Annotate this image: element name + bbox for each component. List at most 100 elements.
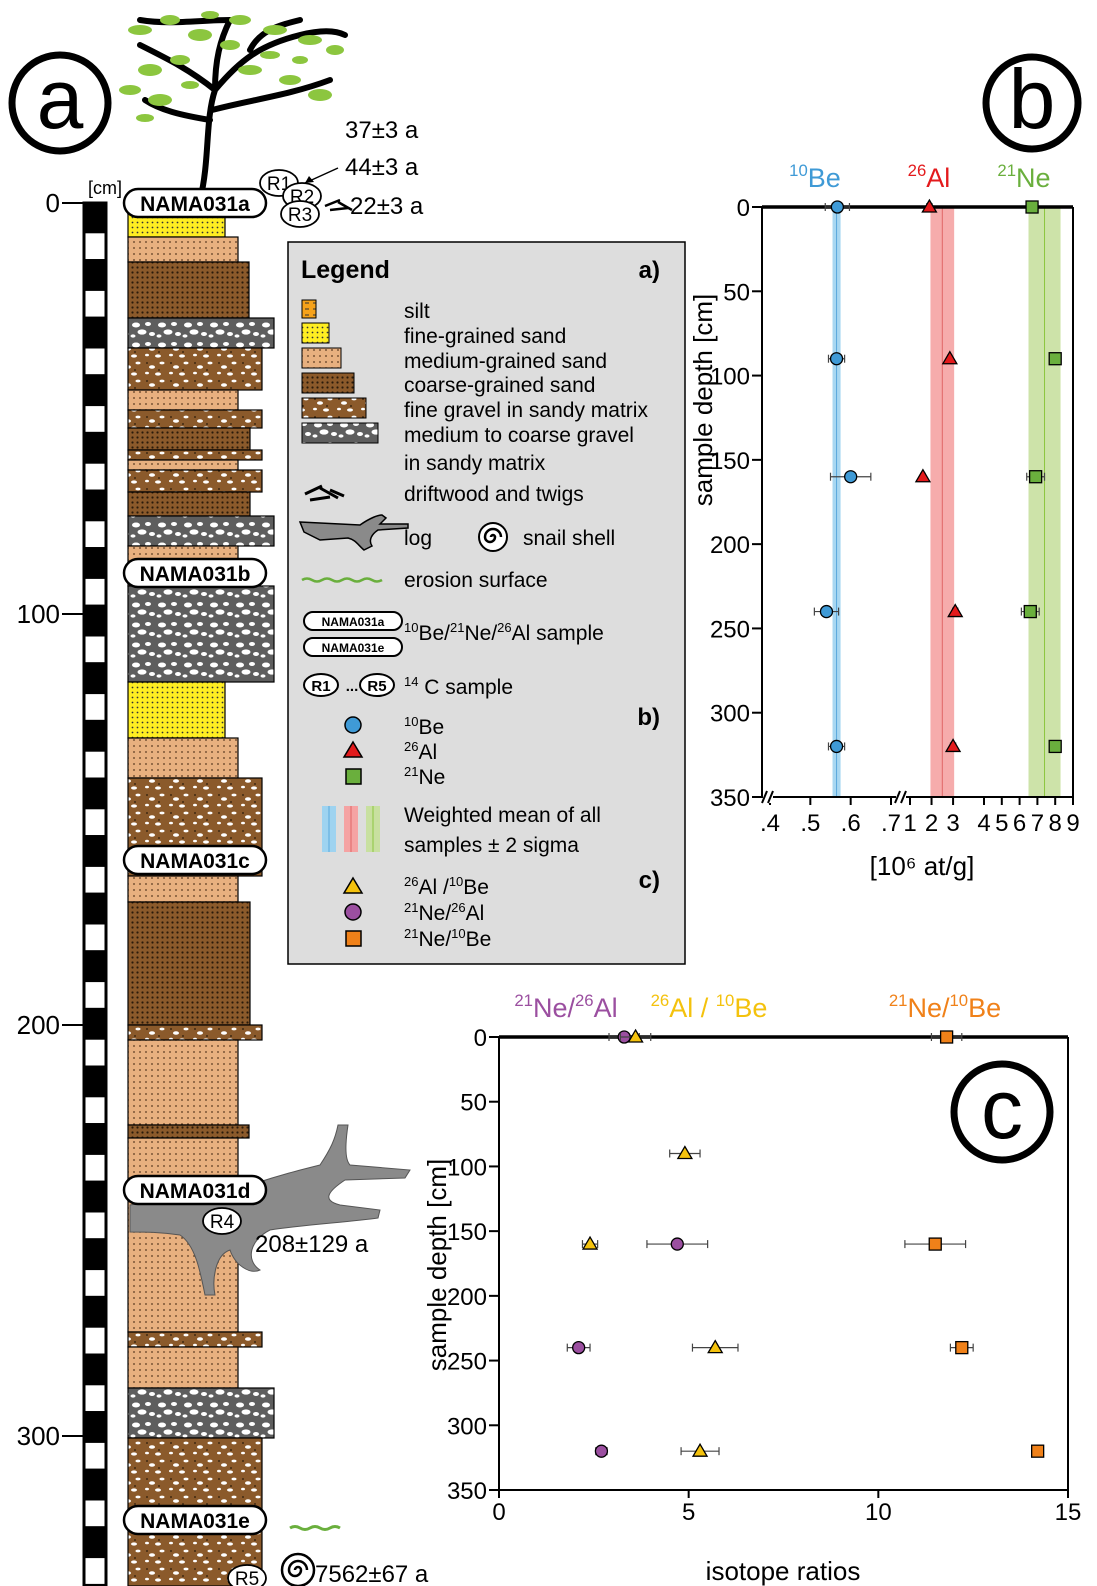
- depth-scale-segment: [82, 460, 108, 493]
- sample-label-text: NAMA031e: [140, 1510, 250, 1533]
- legend-fine-sand: fine-grained sand: [404, 325, 566, 348]
- x-tick-label-b: .5: [800, 810, 820, 837]
- depth-scale-segment: [82, 230, 108, 263]
- panel-b-letter: b: [1009, 52, 1056, 146]
- point-ne-al: [670, 1237, 684, 1251]
- legend-c14-note: 14 C sample: [404, 674, 513, 699]
- legend-mean-line1: Weighted mean of all: [404, 804, 601, 827]
- sediment-layer: [127, 777, 263, 851]
- legend-c14-range-start: R1: [311, 678, 330, 695]
- point-ne: [1025, 200, 1039, 214]
- depth-unit-label: [cm]: [88, 178, 122, 198]
- depth-scale-segment: [82, 1094, 108, 1127]
- depth-tick-label: 0: [46, 188, 60, 218]
- point-al: [921, 198, 938, 213]
- depth-scale-segment: [82, 662, 108, 695]
- point-be: [830, 200, 845, 214]
- y-break-b-gap: [763, 791, 773, 803]
- depth-scale-segment: [82, 1295, 108, 1328]
- point-al: [941, 350, 958, 365]
- depth-scale-segment: [82, 1036, 108, 1069]
- legend-al: 26Al: [404, 739, 437, 764]
- driftwood-icon: [324, 198, 353, 212]
- x-tick-label-b: .7: [881, 810, 901, 837]
- legend-sandy-matrix: in sandy matrix: [404, 452, 546, 475]
- erosion-surface-icon: [289, 1525, 341, 1531]
- point-be: [844, 470, 858, 484]
- point-ne: [1048, 739, 1062, 754]
- legend-be-marker: [344, 716, 362, 734]
- y-tick-label-c: 200: [447, 1284, 487, 1311]
- y-tick-label-c: 350: [447, 1478, 487, 1505]
- legend-al-marker: [342, 740, 364, 758]
- legend-neal-marker: [344, 903, 362, 921]
- sediment-layer: [127, 449, 263, 461]
- depth-scale-segment: [82, 547, 108, 579]
- y-tick-label-c: 300: [447, 1413, 487, 1440]
- point-ne-al: [594, 1444, 609, 1458]
- legend-neal: 21Ne/26Al: [404, 900, 484, 925]
- stratigraphic-column-panel: a [cm] 0 100 200 300: [8, 11, 429, 1586]
- depth-tick-label: 100: [17, 599, 60, 629]
- sediment-layer: [127, 317, 275, 349]
- legend-c14-range-end: R5: [367, 678, 386, 695]
- point-ne-al: [572, 1340, 586, 1355]
- series-header-be: 10Be: [789, 161, 841, 193]
- series-header-c: 21Ne/10Be: [889, 991, 1001, 1023]
- panel-a-marker: [8, 51, 112, 155]
- x-break-b-gap: [896, 791, 906, 803]
- depth-scale-segment: [82, 1180, 108, 1213]
- x-tick-label-b: 7: [1031, 810, 1044, 837]
- legend-erosion: erosion surface: [404, 569, 548, 592]
- depth-scale-segment: [82, 777, 108, 810]
- point-al-be: [707, 1339, 724, 1354]
- depth-scale-segment: [82, 1411, 108, 1443]
- sample-label-text: NAMA031b: [140, 563, 251, 586]
- legend-sample-range-dots: ...: [348, 629, 358, 643]
- depth-scale-segment: [82, 1439, 108, 1472]
- sediment-layer: [127, 1039, 239, 1126]
- chart-panel-b: b 0 50 100 150 200 250 300 350 .4 .5 .6 .7 1 2 3 4 5 6 7 8 9…: [688, 52, 1082, 881]
- depth-scale-segment: [82, 863, 108, 896]
- depth-scale-segment: [82, 633, 108, 666]
- x-tick-label-c: 5: [682, 1499, 695, 1526]
- point-al-be: [581, 1235, 599, 1250]
- legend-mean-line2: samples ± 2 sigma: [404, 834, 579, 857]
- x-tick-label-b: 4: [977, 810, 990, 837]
- radiocarbon-marker-badge: [227, 1564, 267, 1586]
- legend-nebe: 21Ne/10Be: [404, 926, 491, 951]
- depth-scale-segment: [82, 691, 108, 723]
- sediment-layer: [127, 389, 239, 411]
- legend-ne-marker: [345, 768, 362, 785]
- y-tick-label-b: 100: [710, 364, 750, 391]
- y-tick-label-c: 100: [447, 1154, 487, 1181]
- radiocarbon-marker-text: R4: [210, 1212, 235, 1233]
- depth-scale-segment: [82, 806, 108, 839]
- legend-section-a: a): [639, 257, 660, 284]
- y-tick-label-c: 50: [460, 1090, 487, 1117]
- legend-title: Legend: [301, 256, 390, 284]
- sample-label-badge: [122, 1174, 268, 1206]
- sediment-layer: [127, 427, 251, 451]
- y-tick-label-b: 250: [710, 616, 750, 643]
- legend-nebe-marker: [345, 930, 362, 947]
- x-tick-label-b: 6: [1013, 810, 1026, 837]
- depth-scale-segment: [82, 575, 108, 608]
- panel-a-letter: a: [37, 52, 84, 146]
- depth-scale-segment: [82, 345, 108, 378]
- depth-scale-segment: [82, 1382, 108, 1415]
- depth-scale-ticks: 0 100 200 300: [17, 188, 86, 1451]
- y-axis-label-b: sample depth [cm]: [688, 294, 718, 506]
- point-ne: [1048, 352, 1062, 366]
- coarse-sand-swatch: [301, 372, 355, 394]
- erosion-legend-icon: [301, 577, 383, 583]
- x-axis-label-c: isotope ratios: [706, 1556, 861, 1586]
- radiocarbon-marker-r5: R5: [227, 1564, 267, 1586]
- depth-scale-segment: [82, 1526, 108, 1559]
- sample-label-nama031b: NAMA031b: [122, 557, 268, 589]
- sample-label-badge: [122, 187, 268, 219]
- depth-scale-segment: [82, 1065, 108, 1098]
- depth-scale-segment: [82, 431, 108, 464]
- legend-sample-note: 10Be/21Ne/26Al sample: [404, 620, 604, 645]
- y-tick-label-b: 0: [737, 195, 750, 222]
